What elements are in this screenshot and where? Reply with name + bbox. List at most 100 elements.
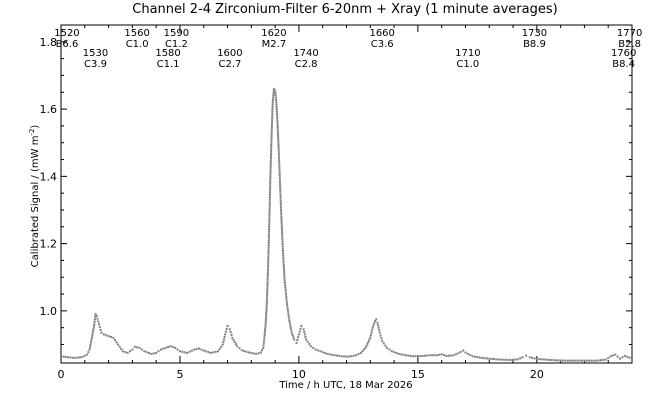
data-point [452, 354, 455, 357]
flare-time-label: 1590 [164, 28, 189, 39]
data-point-fill [275, 105, 278, 108]
data-point-fill [493, 358, 496, 361]
data-point-fill [373, 322, 376, 325]
data-point-fill [264, 330, 267, 333]
data-point [554, 359, 557, 362]
data-point [98, 323, 101, 326]
data-point [150, 352, 153, 355]
x-tick-label: 0 [58, 368, 65, 381]
data-point-fill [384, 344, 387, 347]
data-point-fill [233, 340, 236, 343]
data-point-fill [443, 354, 446, 357]
data-point-fill [270, 128, 273, 131]
data-point-fill [368, 338, 371, 341]
data-point [347, 355, 350, 358]
data-point [300, 325, 303, 328]
data-point-fill [270, 150, 273, 153]
data-point [133, 345, 136, 348]
data-point-fill [266, 291, 269, 294]
data-point [471, 355, 474, 358]
data-point-fill [588, 359, 591, 362]
data-point-fill [282, 261, 285, 264]
data-point-fill [277, 150, 280, 153]
data-point-fill [234, 343, 237, 346]
data-point-fill [264, 327, 267, 330]
data-point-fill [266, 271, 269, 274]
data-point-fill [281, 245, 284, 248]
data-point [359, 351, 362, 354]
data-point-fill [109, 335, 112, 338]
data-point [412, 355, 415, 358]
data-point-fill [276, 132, 279, 135]
data-point [397, 352, 400, 355]
data-point [509, 358, 512, 361]
flare-class-label: B2.8 [618, 39, 641, 50]
data-point-fill [296, 339, 299, 342]
data-point-fill [279, 204, 282, 207]
data-point [631, 357, 633, 360]
data-point-fill [278, 174, 281, 177]
data-point-fill [275, 98, 278, 101]
data-point-fill [369, 334, 372, 337]
data-point-fill [97, 320, 100, 323]
y-axis-ticks: 1.0 1.2 1.4 1.6 1.8 [40, 36, 632, 346]
data-point-fill [274, 94, 277, 97]
data-point-fill [290, 329, 293, 332]
data-point-fill [113, 339, 116, 342]
data-point [245, 350, 248, 353]
data-point-fill [267, 237, 270, 240]
data-point-fill [335, 354, 338, 357]
data-point [369, 336, 372, 339]
data-point-fill [268, 202, 271, 205]
data-point-fill [105, 334, 108, 337]
data-point-fill [267, 253, 270, 256]
data-point-fill [266, 296, 269, 299]
data-point-fill [69, 356, 72, 359]
data-point-fill [267, 267, 270, 270]
flare-time-label: 1710 [455, 48, 480, 59]
data-point [464, 351, 467, 354]
data-point-fill [270, 132, 273, 135]
data-point-fill [222, 338, 225, 341]
data-point-fill [94, 315, 97, 318]
data-point-fill [407, 354, 410, 357]
data-point-fill [265, 300, 268, 303]
data-point-fill [263, 339, 266, 342]
data-point-fill [285, 298, 288, 301]
data-point [385, 346, 388, 349]
data-point-fill [268, 216, 271, 219]
flare-time-label: 1560 [124, 28, 149, 39]
data-point [209, 351, 212, 354]
data-point-fill [533, 357, 536, 360]
data-point-fill [140, 348, 143, 351]
data-point-fill [267, 262, 270, 265]
data-point-fill [266, 273, 269, 276]
data-point-fill [592, 359, 595, 362]
data-point-fill [611, 354, 614, 357]
data-point-fill [571, 359, 574, 362]
y-tick-label: 1.8 [40, 36, 58, 49]
data-point-fill [279, 185, 282, 188]
data-point-fill [281, 238, 284, 241]
data-point-fill [268, 223, 271, 226]
data-point-fill [277, 155, 280, 158]
data-point-fill [279, 188, 282, 191]
data-point-fill [485, 357, 488, 360]
data-point [277, 148, 280, 151]
y-axis-label-superscript: -2 [28, 129, 36, 136]
data-point [275, 101, 278, 104]
data-point-fill [268, 193, 271, 196]
data-point-fill [268, 214, 271, 217]
data-point-fill [279, 190, 282, 193]
data-point-fill [459, 350, 462, 353]
data-point-fill [282, 252, 285, 255]
data-point [280, 208, 283, 211]
data-point-fill [552, 359, 555, 362]
y-tick-label: 1.2 [40, 238, 58, 251]
data-point-fill [89, 343, 92, 346]
data-point-fill [148, 352, 151, 355]
data-point-fill [218, 347, 221, 350]
data-point-fill [267, 239, 270, 242]
data-point-fill [388, 348, 391, 351]
data-point-fill [298, 330, 301, 333]
